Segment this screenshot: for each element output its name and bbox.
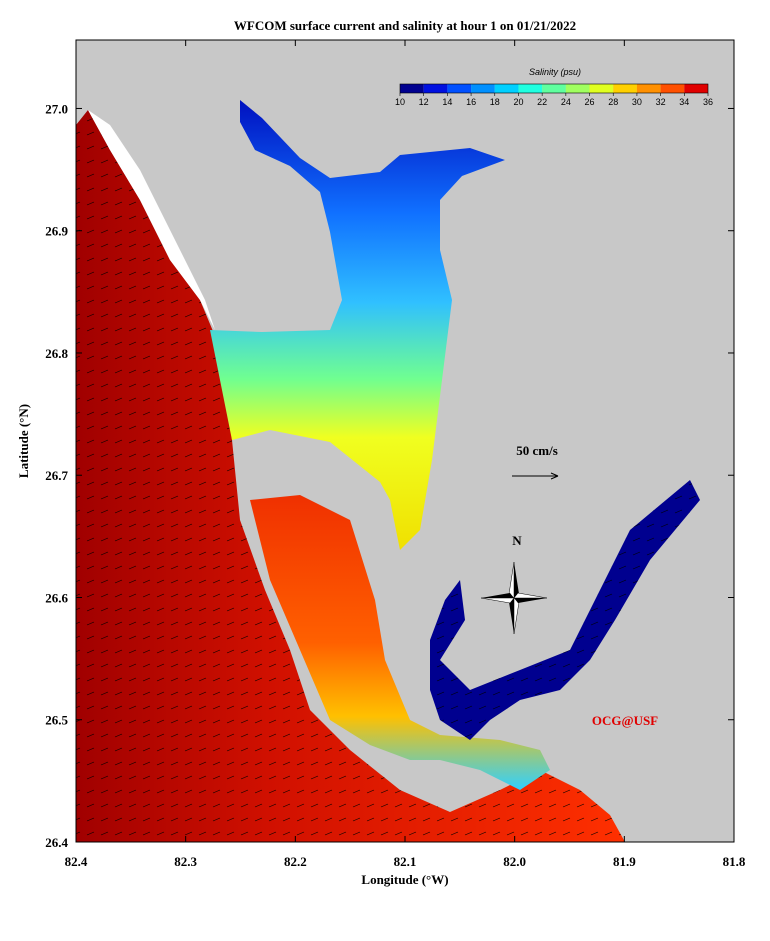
- colorbar-tick-label: 16: [466, 97, 476, 107]
- y-tick-label: 27.0: [45, 101, 68, 116]
- colorbar-cell: [494, 84, 519, 93]
- y-axis-label: Latitude (°N): [16, 404, 31, 478]
- y-tick-label: 26.7: [45, 468, 68, 483]
- colorbar-cell: [447, 84, 472, 93]
- x-tick-label: 82.3: [174, 854, 197, 869]
- x-tick-label: 82.0: [503, 854, 526, 869]
- colorbar-cell: [400, 84, 424, 93]
- colorbar-tick-label: 28: [608, 97, 618, 107]
- colorbar-tick-label: 14: [442, 97, 452, 107]
- colorbar-cell: [565, 84, 590, 93]
- colorbar-cell: [423, 84, 448, 93]
- colorbar-tick-label: 32: [656, 97, 666, 107]
- colorbar-cell: [518, 84, 543, 93]
- colorbar-cell: [636, 84, 661, 93]
- colorbar-label: Salinity (psu): [529, 67, 581, 77]
- charlotte-harbor: [210, 100, 505, 550]
- y-tick-label: 26.6: [45, 590, 68, 605]
- x-tick-label: 82.4: [65, 854, 88, 869]
- colorbar-cell: [684, 84, 708, 93]
- y-tick-label: 26.9: [45, 224, 68, 239]
- current-vectors: [76, 110, 625, 842]
- colorbar-frame: [399, 83, 709, 94]
- colorbar-tick-label: 18: [490, 97, 500, 107]
- y-tick-label: 26.8: [45, 346, 68, 361]
- scale-label: 50 cm/s: [516, 443, 558, 458]
- x-axis-label: Longitude (°W): [361, 872, 448, 887]
- map-area: [76, 40, 734, 842]
- colorbar-tick-label: 26: [585, 97, 595, 107]
- colorbar-cell: [613, 84, 637, 93]
- scale-arrow-head: [550, 472, 559, 480]
- credit: OCG@USF: [592, 713, 658, 728]
- barrier-island: [88, 110, 215, 330]
- y-tick-label: 26.5: [45, 713, 68, 728]
- colorbar-cell: [542, 84, 566, 93]
- colorbar-tick-label: 20: [513, 97, 523, 107]
- colorbar-tick-label: 10: [395, 97, 405, 107]
- north-label: N: [512, 533, 522, 548]
- y-tick-label: 26.4: [45, 835, 68, 850]
- x-tick-label: 81.8: [723, 854, 746, 869]
- x-tick-label: 82.2: [284, 854, 307, 869]
- x-tick-label: 81.9: [613, 854, 636, 869]
- river-vectors: [430, 480, 700, 740]
- colorbar-tick-label: 30: [632, 97, 642, 107]
- colorbar-tick-label: 36: [703, 97, 713, 107]
- colorbar-tick-label: 22: [537, 97, 547, 107]
- colorbar-cell: [589, 84, 614, 93]
- colorbar-tick-label: 34: [679, 97, 689, 107]
- title: WFCOM surface current and salinity at ho…: [234, 18, 576, 33]
- pine-island-sound: [250, 495, 550, 790]
- colorbar-cell: [660, 84, 685, 93]
- x-tick-label: 82.1: [394, 854, 417, 869]
- colorbar-tick-label: 24: [561, 97, 571, 107]
- colorbar-tick-label: 12: [419, 97, 429, 107]
- compass: [480, 561, 548, 635]
- colorbar-cell: [471, 84, 495, 93]
